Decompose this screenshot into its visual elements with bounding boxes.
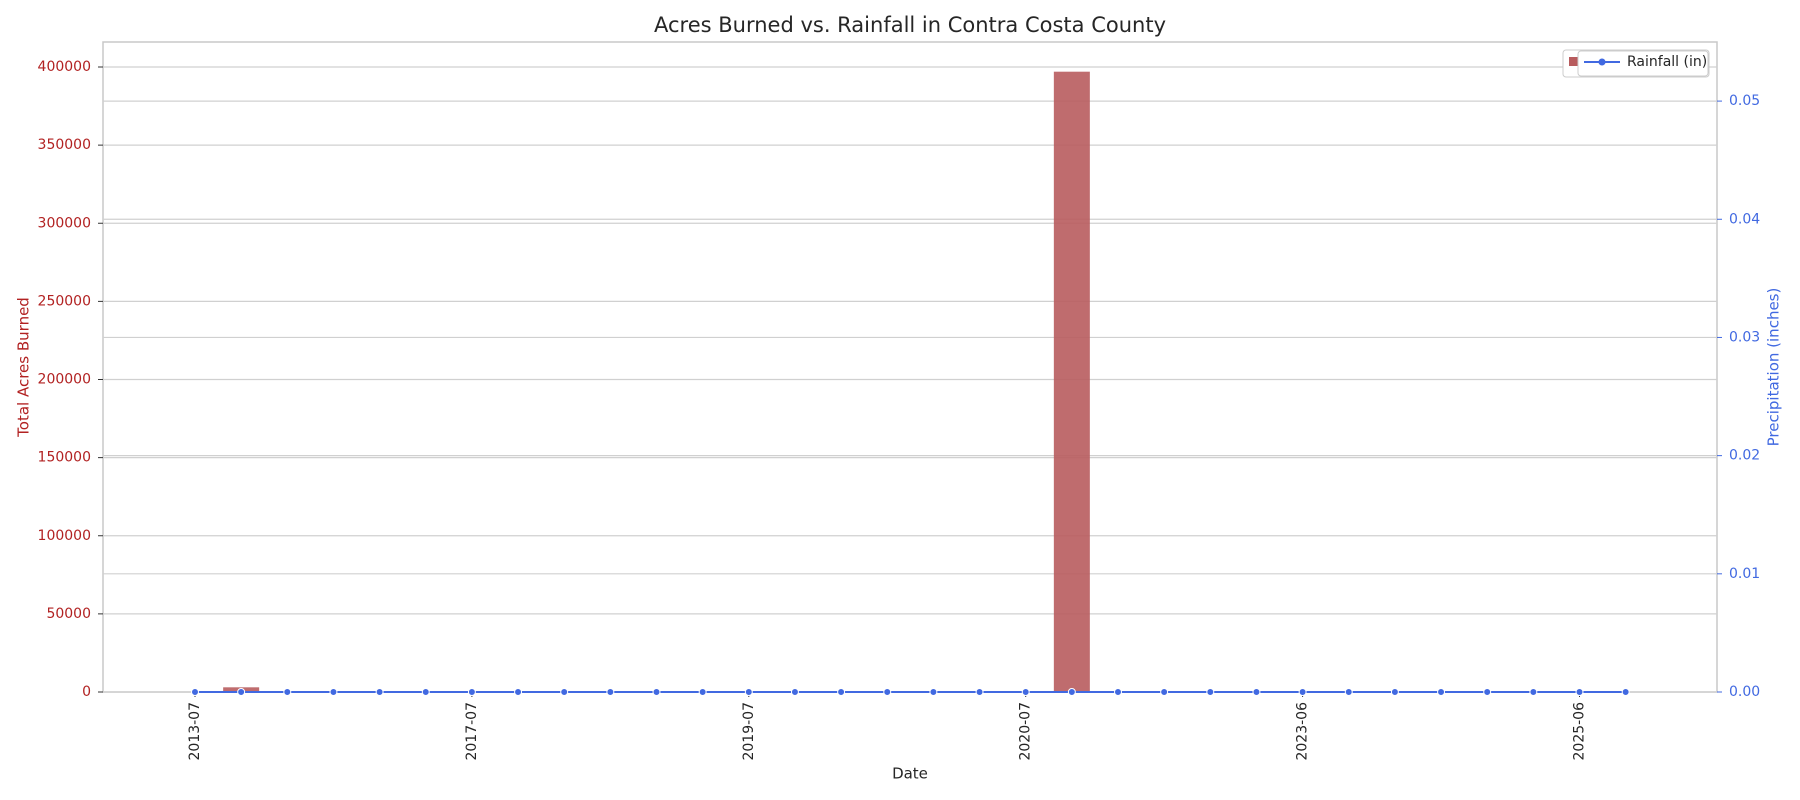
marker [191, 688, 199, 696]
y2-tick-label: 0.00 [1729, 684, 1760, 700]
marker [606, 688, 615, 696]
x-tick-label: 2017-07 [464, 702, 480, 761]
marker [883, 688, 892, 696]
marker [1021, 688, 1030, 696]
marker [1390, 688, 1399, 696]
marker [514, 688, 523, 696]
y-tick-label: 250000 [38, 293, 91, 309]
y-tick-label: 0 [82, 684, 91, 700]
marker [790, 688, 799, 696]
marker [1206, 688, 1215, 696]
marker [1298, 688, 1307, 696]
marker [283, 688, 292, 696]
y-tick-label: 150000 [38, 450, 91, 466]
y2-tick-label: 0.01 [1729, 566, 1760, 582]
legend-marker [1598, 58, 1606, 66]
marker [375, 688, 384, 696]
marker [1575, 688, 1584, 696]
marker [1621, 688, 1630, 696]
marker [237, 688, 246, 696]
marker [329, 688, 338, 696]
x-tick-label: 2020-07 [1018, 702, 1034, 761]
marker [837, 688, 846, 696]
marker [1114, 688, 1122, 696]
y-tick-label: 400000 [38, 59, 91, 75]
marker [467, 688, 476, 696]
marker [560, 688, 569, 696]
marker [1252, 688, 1261, 696]
legend-swatch [1569, 57, 1578, 66]
marker [652, 688, 661, 696]
x-tick-label: 2019-07 [741, 702, 757, 761]
x-tick-label: 2023-06 [1295, 702, 1311, 761]
marker [1483, 688, 1492, 696]
y2-axis-label: Precipitation (inches) [1765, 288, 1783, 447]
y-tick-label: 50000 [46, 606, 91, 622]
y2-tick-label: 0.03 [1729, 329, 1760, 345]
marker [744, 688, 753, 696]
legend-label: Rainfall (in) [1627, 54, 1707, 70]
marker [1437, 688, 1446, 696]
y2-tick-label: 0.04 [1729, 211, 1760, 227]
marker [1344, 688, 1353, 696]
x-tick-label: 2013-07 [187, 702, 203, 761]
y2-tick-label: 0.05 [1729, 93, 1760, 109]
marker [1529, 688, 1538, 696]
x-tick-label: 2025-06 [1572, 702, 1588, 761]
y-axis-label: Total Acres Burned [15, 297, 33, 438]
marker [421, 688, 430, 696]
y-tick-label: 300000 [38, 215, 91, 231]
marker [1067, 688, 1076, 696]
x-axis-label: Date [892, 765, 928, 783]
legend-box [1577, 50, 1709, 77]
bar [1053, 71, 1090, 692]
y-tick-label: 350000 [38, 137, 91, 153]
marker [975, 688, 984, 696]
marker [698, 688, 707, 696]
y-tick-label: 100000 [38, 528, 91, 544]
marker [929, 688, 938, 696]
y2-tick-label: 0.02 [1729, 448, 1760, 464]
plot-area [102, 41, 1718, 693]
y-tick-label: 200000 [38, 372, 91, 388]
marker [1160, 688, 1169, 696]
chart-title: Acres Burned vs. Rainfall in Contra Cost… [654, 13, 1166, 37]
